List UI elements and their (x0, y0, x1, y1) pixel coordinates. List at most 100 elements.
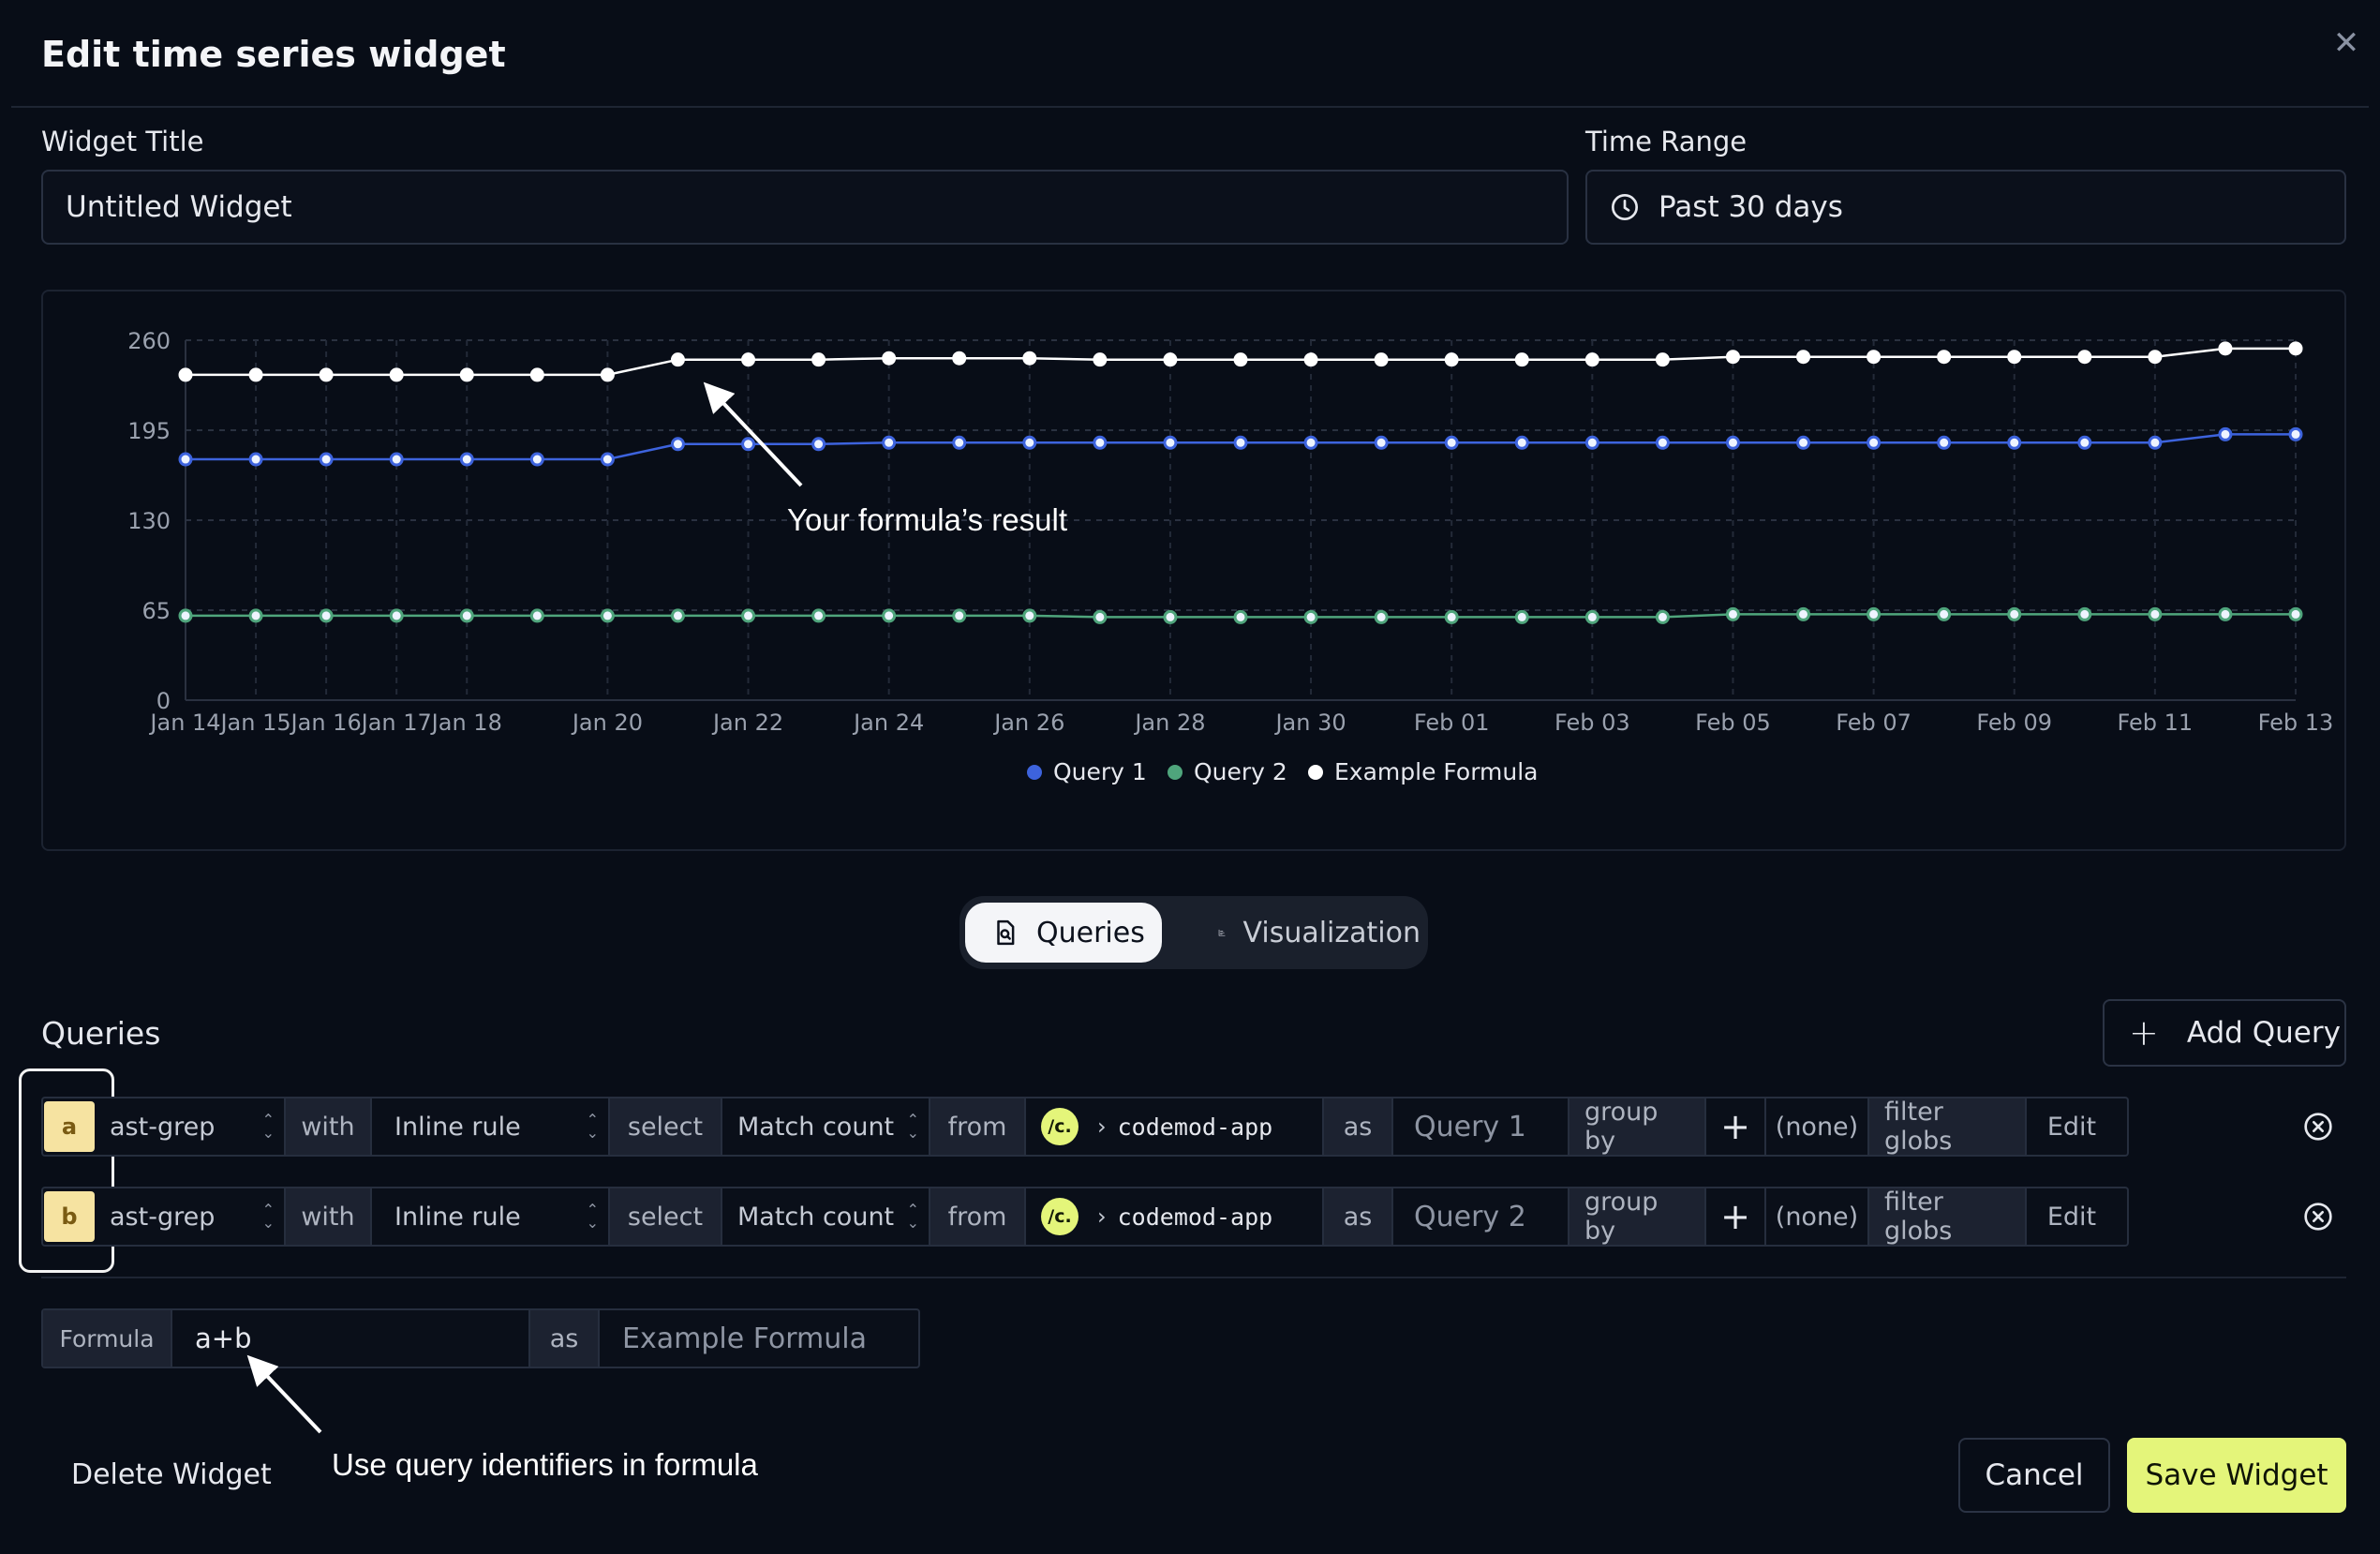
y-tick-label: 0 (156, 688, 171, 714)
with-label: with (286, 1188, 372, 1245)
delete-widget-button[interactable]: Delete Widget (71, 1458, 272, 1491)
series-query-2-point (319, 608, 334, 623)
tab-visualization[interactable]: Visualization (1184, 903, 1421, 963)
repo-name: codemod-app (1117, 1113, 1273, 1141)
series-query-1-point (1233, 435, 1248, 450)
tab-queries-label: Queries (1036, 916, 1145, 949)
remove-query-icon[interactable] (2303, 1202, 2333, 1232)
metric-select[interactable]: Match count ⌃ ⌄ (722, 1188, 930, 1245)
repo-select[interactable]: /c. › codemod-app (1026, 1098, 1324, 1155)
series-query-2-point (600, 608, 615, 623)
query-identifier: a (44, 1101, 95, 1152)
add-group-button[interactable]: + (1706, 1188, 1766, 1245)
formula-as-label: as (530, 1310, 600, 1367)
rule-select[interactable]: Inline rule ⌃ ⌄ (372, 1188, 610, 1245)
time-range-select[interactable]: Past 30 days (1585, 170, 2346, 245)
tab-queries[interactable]: Queries (965, 903, 1162, 963)
select-label: select (610, 1098, 722, 1155)
series-query-1-point (1303, 435, 1318, 450)
series-query-2-point (389, 608, 404, 623)
series-query-2-point (459, 608, 474, 623)
series-query-2-point (882, 608, 897, 623)
clock-icon (1612, 194, 1638, 220)
view-tabs: Queries Visualization (959, 896, 1428, 969)
metric-select[interactable]: Match count ⌃ ⌄ (722, 1098, 930, 1155)
close-icon[interactable]: ✕ (2332, 24, 2360, 62)
series-query-2-point (1937, 606, 1952, 621)
queries-section-title: Queries (41, 1015, 161, 1052)
series-query-2-point (1514, 609, 1529, 624)
rule-select[interactable]: Inline rule ⌃ ⌄ (372, 1098, 610, 1155)
series-example-formula-point (178, 367, 193, 382)
x-tick-label: Jan 15 (218, 710, 290, 736)
series-query-1-point (670, 437, 685, 452)
query-name-input[interactable]: Query 2 (1393, 1188, 1569, 1245)
series-query-2-point (1867, 606, 1882, 621)
engine-select[interactable]: ast-grep ⌃ ⌄ (95, 1188, 286, 1245)
filter-globs-button[interactable]: filter globs (1869, 1188, 2027, 1246)
series-query-1-point (2077, 435, 2092, 450)
engine-select[interactable]: ast-grep ⌃ ⌄ (95, 1098, 286, 1155)
edit-button[interactable]: Edit (2046, 1112, 2097, 1142)
series-query-1-point (529, 452, 544, 467)
time-range-value: Past 30 days (1659, 190, 1843, 224)
widget-title-input[interactable]: Untitled Widget (41, 170, 1569, 245)
series-query-2-point (1163, 609, 1178, 624)
series-example-formula-point (1233, 352, 1248, 367)
series-query-2-point (1444, 609, 1459, 624)
x-tick-label: Jan 28 (1133, 710, 1205, 736)
group-value: (none) (1766, 1188, 1869, 1245)
formula-input[interactable]: a+b (172, 1310, 530, 1367)
as-label: as (1324, 1098, 1393, 1155)
repo-select[interactable]: /c. › codemod-app (1026, 1188, 1324, 1245)
series-example-formula-point (1725, 350, 1740, 365)
group-value: (none) (1766, 1098, 1869, 1155)
rule-value: Inline rule (394, 1112, 521, 1142)
chevron-updown-icon: ⌃ ⌄ (586, 1201, 599, 1232)
series-example-formula-point (1867, 350, 1882, 365)
series-query-2-point (178, 608, 193, 623)
engine-value: ast-grep (110, 1202, 216, 1232)
series-query-2-point (248, 608, 263, 623)
formula-label: Formula (43, 1310, 172, 1367)
series-example-formula-point (1022, 351, 1037, 366)
group-by-label: group by (1569, 1098, 1706, 1156)
series-query-2-point (741, 608, 756, 623)
remove-query-icon[interactable] (2303, 1112, 2333, 1142)
add-group-button[interactable]: + (1706, 1098, 1766, 1155)
series-example-formula-point (1093, 352, 1108, 367)
series-example-formula-point (1163, 352, 1178, 367)
series-example-formula-point (2218, 341, 2233, 356)
formula-result-annotation: Your formula’s result (787, 502, 1067, 537)
formula-identifier-annotation: Use query identifiers in formula (332, 1447, 758, 1482)
plus-icon: + (1720, 1106, 1750, 1147)
save-widget-button[interactable]: Save Widget (2127, 1438, 2346, 1513)
series-query-1-point (389, 452, 404, 467)
query-row: a ast-grep ⌃ ⌄ with Inline rule ⌃ ⌄ select M… (41, 1097, 2129, 1157)
series-query-1-point (811, 437, 826, 452)
x-tick-label: Feb 11 (2118, 710, 2194, 736)
filter-globs-button[interactable]: filter globs (1869, 1098, 2027, 1156)
section-divider (41, 1277, 2346, 1278)
x-tick-label: Feb 01 (1414, 710, 1490, 736)
x-tick-label: Jan 14 (148, 710, 220, 736)
series-example-formula-point (670, 352, 685, 367)
series-query-2-point (1796, 606, 1811, 621)
series-example-formula-point (741, 352, 756, 367)
formula-name-input[interactable]: Example Formula (600, 1310, 918, 1367)
formula-row: Formula a+b as Example Formula (41, 1308, 920, 1368)
cancel-button[interactable]: Cancel (1958, 1438, 2110, 1513)
series-query-1-point (178, 452, 193, 467)
engine-value: ast-grep (110, 1112, 216, 1142)
metric-value: Match count (737, 1112, 895, 1142)
repo-badge: /c. (1041, 1108, 1078, 1145)
series-query-1-point (1796, 435, 1811, 450)
series-example-formula-point (529, 367, 544, 382)
edit-button[interactable]: Edit (2046, 1202, 2097, 1232)
series-query-2-point (1374, 609, 1389, 624)
series-query-2-point (2007, 606, 2022, 621)
query-name-input[interactable]: Query 1 (1393, 1098, 1569, 1155)
series-query-1-point (2218, 426, 2233, 441)
series-query-1-point (319, 452, 334, 467)
add-query-button[interactable]: + Add Query (2103, 999, 2346, 1067)
